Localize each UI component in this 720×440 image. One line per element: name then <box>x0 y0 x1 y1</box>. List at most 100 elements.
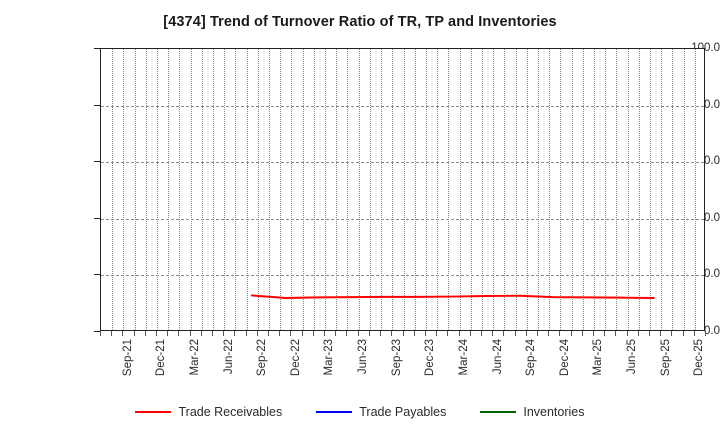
vertical-gridline <box>537 49 539 330</box>
x-axis-tick-mark <box>122 331 124 336</box>
x-axis-tick-mark <box>660 331 662 336</box>
vertical-gridline <box>134 49 136 330</box>
vertical-gridline <box>336 49 338 330</box>
vertical-gridline <box>661 49 663 330</box>
x-axis-tick-label: Mar-23 <box>323 339 336 376</box>
vertical-gridline <box>582 49 584 330</box>
vertical-gridline <box>571 49 573 330</box>
legend-color-swatch <box>135 411 172 413</box>
x-axis-tick-mark <box>458 331 460 336</box>
x-axis-tick-mark <box>536 331 538 336</box>
x-axis-tick-mark <box>626 331 628 336</box>
x-axis-tick-label: Mar-25 <box>592 339 605 376</box>
legend-label: Trade Receivables <box>178 405 283 419</box>
x-axis-tick-mark <box>402 331 404 336</box>
x-axis-tick-mark <box>514 331 516 336</box>
vertical-gridline <box>302 49 304 330</box>
x-axis-tick-mark <box>503 331 505 336</box>
x-axis-tick-label: Dec-22 <box>289 339 302 377</box>
vertical-gridline <box>213 49 215 330</box>
vertical-gridline <box>224 49 226 330</box>
vertical-gridline <box>437 49 439 330</box>
x-axis-tick-mark <box>111 331 113 336</box>
x-axis-tick-label: Sep-25 <box>659 339 672 377</box>
vertical-gridline <box>123 49 125 330</box>
vertical-gridline <box>504 49 506 330</box>
legend-item[interactable]: Trade Payables <box>316 405 446 419</box>
y-axis-tick-mark <box>94 331 100 332</box>
x-axis-tick-mark <box>167 331 169 336</box>
x-axis-tick-mark <box>346 331 348 336</box>
x-axis-tick-mark <box>312 331 314 336</box>
x-axis-tick-mark <box>212 331 214 336</box>
vertical-gridline <box>358 49 360 330</box>
legend-color-swatch <box>316 411 353 413</box>
x-axis-tick-mark <box>570 331 572 336</box>
x-axis-tick-label: Dec-25 <box>693 339 706 377</box>
vertical-gridline <box>246 49 248 330</box>
x-axis-tick-mark <box>144 331 146 336</box>
vertical-gridline <box>112 49 114 330</box>
x-axis-tick-mark <box>469 331 471 336</box>
vertical-gridline <box>672 49 674 330</box>
x-axis-tick-label: Mar-24 <box>457 339 470 376</box>
x-axis-tick-label: Jun-22 <box>222 339 235 375</box>
vertical-gridline <box>694 49 696 330</box>
x-axis-tick-mark <box>648 331 650 336</box>
vertical-gridline <box>257 49 259 330</box>
legend-color-swatch <box>480 411 517 413</box>
vertical-gridline <box>414 49 416 330</box>
x-axis-tick-mark <box>290 331 292 336</box>
vertical-gridline <box>448 49 450 330</box>
x-axis-tick-mark <box>693 331 695 336</box>
vertical-gridline <box>403 49 405 330</box>
x-axis-tick-mark <box>424 331 426 336</box>
x-axis-tick-mark <box>256 331 258 336</box>
vertical-gridline <box>470 49 472 330</box>
x-axis-tick-mark <box>380 331 382 336</box>
x-axis-tick-mark <box>581 331 583 336</box>
x-axis-tick-label: Jun-23 <box>357 339 370 375</box>
vertical-gridline <box>627 49 629 330</box>
x-axis-tick-mark <box>480 331 482 336</box>
x-axis-tick-label: Sep-21 <box>121 339 134 377</box>
x-axis-tick-mark <box>100 331 101 336</box>
vertical-gridline <box>425 49 427 330</box>
vertical-gridline <box>325 49 327 330</box>
vertical-gridline <box>313 49 315 330</box>
x-axis-tick-mark <box>592 331 594 336</box>
vertical-gridline <box>526 49 528 330</box>
x-axis-tick-mark <box>637 331 639 336</box>
vertical-gridline <box>157 49 159 330</box>
vertical-gridline <box>515 49 517 330</box>
x-axis-tick-mark <box>436 331 438 336</box>
vertical-gridline <box>549 49 551 330</box>
vertical-gridline <box>605 49 607 330</box>
chart-legend: Trade Receivables Trade Payables Inventori… <box>0 405 720 419</box>
series-lines <box>250 294 655 299</box>
vertical-gridline <box>291 49 293 330</box>
horizontal-gridline <box>101 105 704 107</box>
vertical-gridline <box>638 49 640 330</box>
legend-item[interactable]: Inventories <box>480 405 585 419</box>
x-axis-tick-mark <box>156 331 158 336</box>
horizontal-gridline <box>101 275 704 277</box>
vertical-gridline <box>369 49 371 330</box>
x-axis-tick-mark <box>234 331 236 336</box>
vertical-gridline <box>560 49 562 330</box>
x-axis-tick-mark <box>223 331 225 336</box>
vertical-gridline <box>201 49 203 330</box>
x-axis-tick-mark <box>301 331 303 336</box>
x-axis-tick-label: Mar-22 <box>189 339 202 376</box>
vertical-gridline <box>481 49 483 330</box>
x-axis-tick-label: Jun-25 <box>625 339 638 375</box>
x-axis-tick-label: Sep-22 <box>256 339 269 377</box>
legend-item[interactable]: Trade Receivables <box>135 405 282 419</box>
vertical-gridline <box>683 49 685 330</box>
x-axis-tick-mark <box>525 331 527 336</box>
y-axis-tick-mark <box>94 161 100 163</box>
x-axis-tick-mark <box>368 331 370 336</box>
x-axis-tick-label: Jun-24 <box>491 339 504 375</box>
x-axis-tick-mark <box>200 331 202 336</box>
x-axis-tick-mark <box>391 331 393 336</box>
